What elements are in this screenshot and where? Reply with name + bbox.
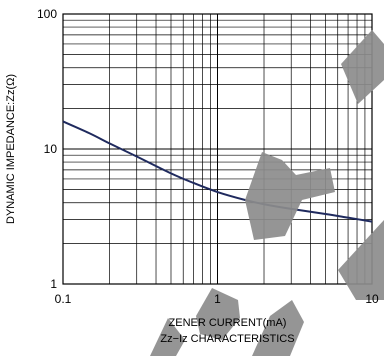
y-tick-label: 10 xyxy=(44,142,58,156)
x-tick-labels: 0.1 1 10 xyxy=(55,292,379,306)
watermark-stroke-5 xyxy=(150,318,185,356)
y-tick-label: 100 xyxy=(37,7,57,21)
watermark-stroke-3 xyxy=(338,220,384,300)
plot-frame xyxy=(62,13,373,285)
series-layer xyxy=(62,120,373,223)
watermark-stroke-4 xyxy=(196,288,240,340)
chart-caption: Zz−Iz CHARACTERISTICS xyxy=(160,333,294,345)
series-line-0 xyxy=(62,120,373,223)
watermark-stroke-6 xyxy=(252,300,304,356)
watermark-stroke-1 xyxy=(341,30,384,104)
y-tick-labels: 1 10 100 xyxy=(37,7,57,291)
x-axis-label: ZENER CURRENT(mA) xyxy=(169,317,287,329)
y-tick-label: 1 xyxy=(50,277,57,291)
x-tick-label: 10 xyxy=(365,292,379,306)
major-grid xyxy=(63,14,372,284)
watermark-shapes xyxy=(150,30,384,356)
x-tick-label: 1 xyxy=(214,292,221,306)
watermark-stroke-2 xyxy=(245,152,335,240)
x-tick-label: 0.1 xyxy=(55,292,72,306)
y-axis-label: DYNAMIC IMPEDANCE:Zz(Ω) xyxy=(5,74,17,224)
